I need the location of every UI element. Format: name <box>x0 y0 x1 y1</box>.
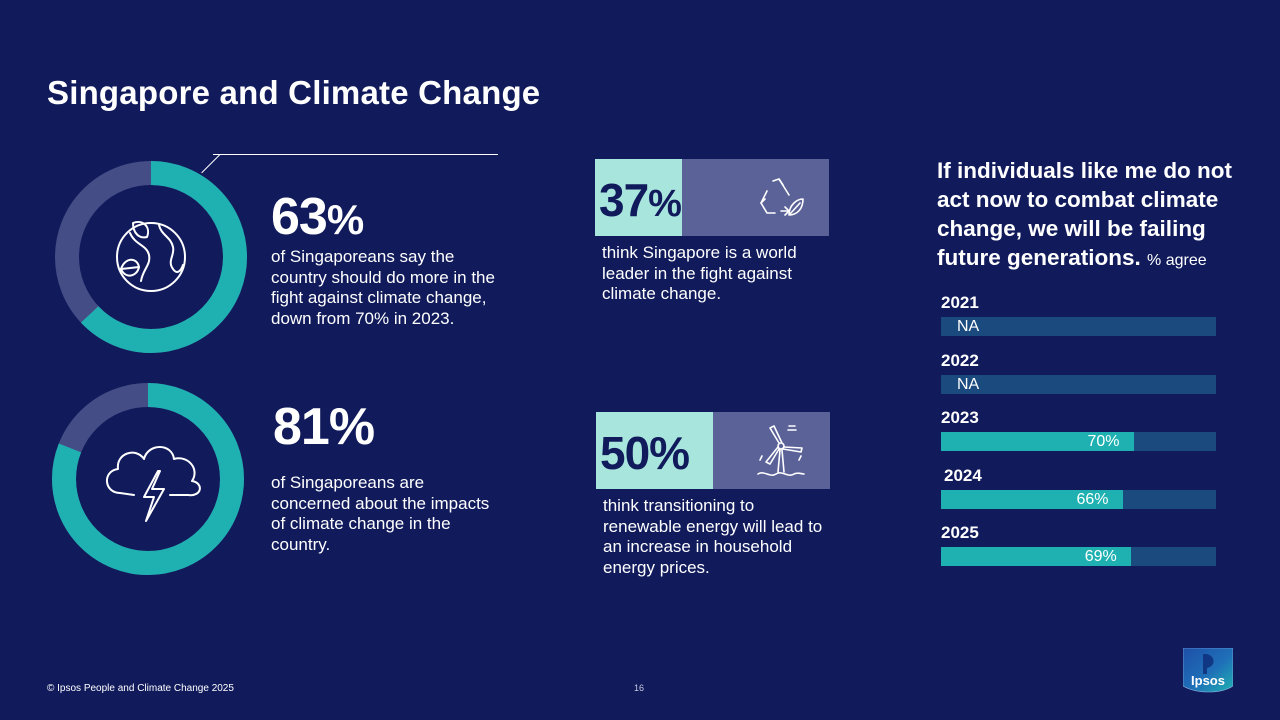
stat-percent-63: 63% <box>271 188 364 246</box>
donut-chart-63 <box>55 161 247 353</box>
stat-box-50: 50% <box>596 412 830 489</box>
bar <box>941 432 1134 451</box>
stat-box-panel <box>682 159 829 236</box>
bar-track: 66% <box>941 489 1216 509</box>
chart-question: If individuals like me do not act now to… <box>937 158 1233 270</box>
stat-box-37: 37% <box>595 159 829 236</box>
bar-category-label: 2024 <box>944 465 982 485</box>
bar-value-label: 66% <box>1076 490 1109 508</box>
stat-description-81: of Singaporeans are concerned about the … <box>271 473 490 554</box>
stat-box-highlight <box>596 412 713 489</box>
recycle-leaf-icon <box>760 178 804 216</box>
stat-box-highlight <box>595 159 682 236</box>
bar-track: 70% <box>941 432 1216 451</box>
stat-box-panel <box>713 412 830 489</box>
bar-track: NA <box>941 317 1216 336</box>
page-title: Singapore and Climate Change <box>47 74 541 111</box>
copyright-footer: © Ipsos People and Climate Change 2025 <box>47 683 234 694</box>
donut-value-arc <box>52 383 244 575</box>
stat-percent-81: 81% <box>273 398 375 456</box>
bar <box>941 489 1123 509</box>
ipsos-logo: Ipsos <box>1183 648 1233 693</box>
bar <box>941 547 1131 566</box>
callout-line <box>213 154 498 155</box>
bar-value-label: 69% <box>1084 548 1117 565</box>
bar-category-label: 2023 <box>941 408 979 427</box>
stat-description-63: of Singaporeans say the country should d… <box>271 247 495 328</box>
donut-value-arc <box>55 161 247 353</box>
logo-text: Ipsos <box>1191 673 1225 688</box>
bar-track: 69% <box>941 547 1216 566</box>
bar-category-label: 2022 <box>941 350 979 370</box>
stat-box-description-37: think Singapore is a world leader in the… <box>602 243 797 303</box>
storm-cloud-icon <box>106 446 201 522</box>
bar-category-label: 2021 <box>941 293 979 312</box>
page-number: 16 <box>634 683 645 693</box>
bar-category-label: 2025 <box>941 523 979 542</box>
stat-box-percent: 37% <box>599 174 682 226</box>
donut-chart-81 <box>52 383 244 575</box>
stat-box-description-50: think transitioning to renewable energy … <box>603 496 823 577</box>
wind-turbine-icon <box>757 425 805 476</box>
bar-value-label: 70% <box>1087 433 1120 450</box>
bar-value-label: NA <box>957 318 980 335</box>
globe-leaf-icon <box>116 221 186 292</box>
stat-box-percent: 50% <box>600 427 690 479</box>
bar-value-label: NA <box>957 375 980 393</box>
bar-track: NA <box>941 374 1216 394</box>
agreement-bar-chart: 2021 NA 2022 NA 2023 70% 2024 66% 2025 69% <box>941 293 1221 575</box>
